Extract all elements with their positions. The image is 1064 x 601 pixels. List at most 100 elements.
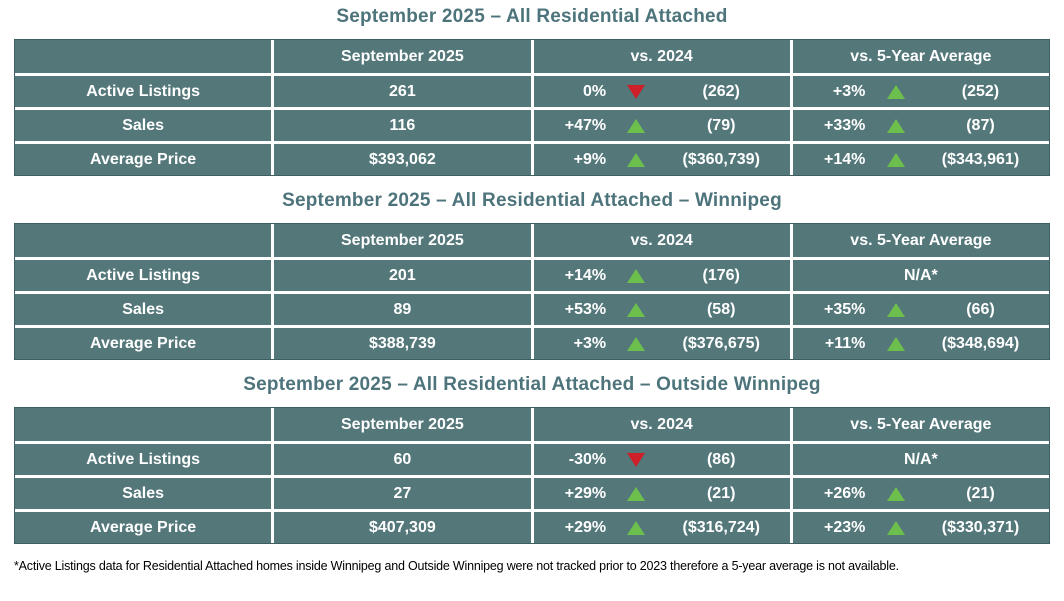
- current-value-cell: 89: [274, 294, 531, 325]
- current-value-cell: $393,062: [274, 144, 531, 175]
- reference-value: (21): [706, 484, 736, 502]
- up-triangle-icon: [865, 118, 926, 133]
- pct-change: -30%: [568, 450, 607, 468]
- row-label-sales: Sales: [15, 478, 272, 509]
- row-label-sales: Sales: [15, 294, 272, 325]
- vs-2024-cell: +29% ($316,724): [533, 512, 790, 543]
- current-value-cell: 116: [274, 110, 531, 141]
- stats-table: September 2025 vs. 2024 vs. 5-Year Avera…: [14, 223, 1050, 360]
- corner-header-cell: [15, 224, 272, 257]
- up-triangle-icon: [865, 520, 926, 535]
- column-header-vs-5yr-average: vs. 5-Year Average: [792, 224, 1049, 257]
- up-triangle-icon: [606, 118, 667, 133]
- column-header-current-month: September 2025: [274, 40, 531, 73]
- column-header-vs-2024: vs. 2024: [533, 408, 790, 441]
- vs-5yr-cell: +11% ($348,694): [792, 328, 1049, 359]
- up-triangle-icon: [606, 486, 667, 501]
- pct-change: +35%: [824, 300, 866, 318]
- up-triangle-icon: [865, 486, 926, 501]
- down-triangle-icon: [606, 452, 667, 467]
- up-triangle-icon: [606, 268, 667, 283]
- reference-value: ($343,961): [941, 150, 1020, 168]
- reference-value: (79): [706, 116, 736, 134]
- vs-2024-cell: +53% (58): [533, 294, 790, 325]
- column-header-vs-2024: vs. 2024: [533, 40, 790, 73]
- vs-5yr-cell: +33% (87): [792, 110, 1049, 141]
- pct-change: +53%: [564, 300, 607, 318]
- stats-table: September 2025 vs. 2024 vs. 5-Year Avera…: [14, 407, 1050, 544]
- table-title: September 2025 – All Residential Attache…: [282, 190, 782, 211]
- reference-value: ($348,694): [941, 334, 1020, 352]
- pct-change: +3%: [832, 82, 866, 100]
- pct-change: +3%: [573, 334, 607, 352]
- table-title: September 2025 – All Residential Attache…: [243, 374, 821, 395]
- table-title: September 2025 – All Residential Attache…: [336, 6, 728, 27]
- vs-2024-cell: +14% (176): [533, 260, 790, 291]
- vs-5yr-na-cell: N/A*: [792, 444, 1049, 475]
- row-label-active-listings: Active Listings: [15, 260, 272, 291]
- row-label-active-listings: Active Listings: [15, 76, 272, 107]
- vs-2024-cell: +47% (79): [533, 110, 790, 141]
- pct-change: +29%: [564, 518, 607, 536]
- current-value-cell: $407,309: [274, 512, 531, 543]
- vs-5yr-cell: +26% (21): [792, 478, 1049, 509]
- column-header-vs-5yr-average: vs. 5-Year Average: [792, 408, 1049, 441]
- current-value-cell: 60: [274, 444, 531, 475]
- pct-change: +9%: [573, 150, 607, 168]
- vs-2024-cell: +29% (21): [533, 478, 790, 509]
- vs-5yr-cell: +14% ($343,961): [792, 144, 1049, 175]
- row-label-average-price: Average Price: [15, 512, 272, 543]
- column-header-current-month: September 2025: [274, 224, 531, 257]
- current-value-cell: 261: [274, 76, 531, 107]
- reference-value: ($330,371): [941, 518, 1020, 536]
- reference-value: (252): [961, 82, 1000, 100]
- up-triangle-icon: [865, 152, 926, 167]
- current-value-cell: $388,739: [274, 328, 531, 359]
- pct-change: +47%: [564, 116, 607, 134]
- pct-change: +14%: [824, 150, 866, 168]
- column-header-vs-5yr-average: vs. 5-Year Average: [792, 40, 1049, 73]
- up-triangle-icon: [606, 336, 667, 351]
- stats-table: September 2025 vs. 2024 vs. 5-Year Avera…: [14, 39, 1050, 176]
- reference-value: (58): [706, 300, 736, 318]
- row-label-average-price: Average Price: [15, 144, 272, 175]
- section-all-residential-attached: September 2025 – All Residential Attache…: [14, 6, 1050, 176]
- reference-value: (21): [966, 484, 995, 502]
- vs-2024-cell: -30% (86): [533, 444, 790, 475]
- up-triangle-icon: [606, 520, 667, 535]
- current-value-cell: 201: [274, 260, 531, 291]
- reference-value: (66): [966, 300, 995, 318]
- row-label-active-listings: Active Listings: [15, 444, 272, 475]
- pct-change: +26%: [824, 484, 866, 502]
- up-triangle-icon: [606, 302, 667, 317]
- vs-2024-cell: +3% ($376,675): [533, 328, 790, 359]
- corner-header-cell: [15, 408, 272, 441]
- reference-value: ($360,739): [682, 150, 760, 168]
- reference-value: (176): [702, 266, 740, 284]
- section-winnipeg: September 2025 – All Residential Attache…: [14, 190, 1050, 360]
- report-page: September 2025 – All Residential Attache…: [14, 6, 1050, 573]
- vs-2024-cell: 0% (262): [533, 76, 790, 107]
- reference-value: (86): [706, 450, 736, 468]
- pct-change: 0%: [583, 82, 607, 100]
- reference-value: (87): [966, 116, 995, 134]
- row-label-average-price: Average Price: [15, 328, 272, 359]
- reference-value: ($316,724): [682, 518, 760, 536]
- up-triangle-icon: [865, 336, 926, 351]
- reference-value: (262): [702, 82, 740, 100]
- pct-change: +33%: [824, 116, 866, 134]
- pct-change: +29%: [564, 484, 607, 502]
- footnote: *Active Listings data for Residential At…: [14, 559, 899, 573]
- pct-change: +23%: [824, 518, 866, 536]
- pct-change: +11%: [824, 334, 866, 352]
- column-header-vs-2024: vs. 2024: [533, 224, 790, 257]
- vs-5yr-cell: +23% ($330,371): [792, 512, 1049, 543]
- up-triangle-icon: [606, 152, 667, 167]
- down-triangle-icon: [606, 84, 667, 99]
- up-triangle-icon: [865, 84, 926, 99]
- reference-value: ($376,675): [682, 334, 760, 352]
- row-label-sales: Sales: [15, 110, 272, 141]
- current-value-cell: 27: [274, 478, 531, 509]
- up-triangle-icon: [865, 302, 926, 317]
- column-header-current-month: September 2025: [274, 408, 531, 441]
